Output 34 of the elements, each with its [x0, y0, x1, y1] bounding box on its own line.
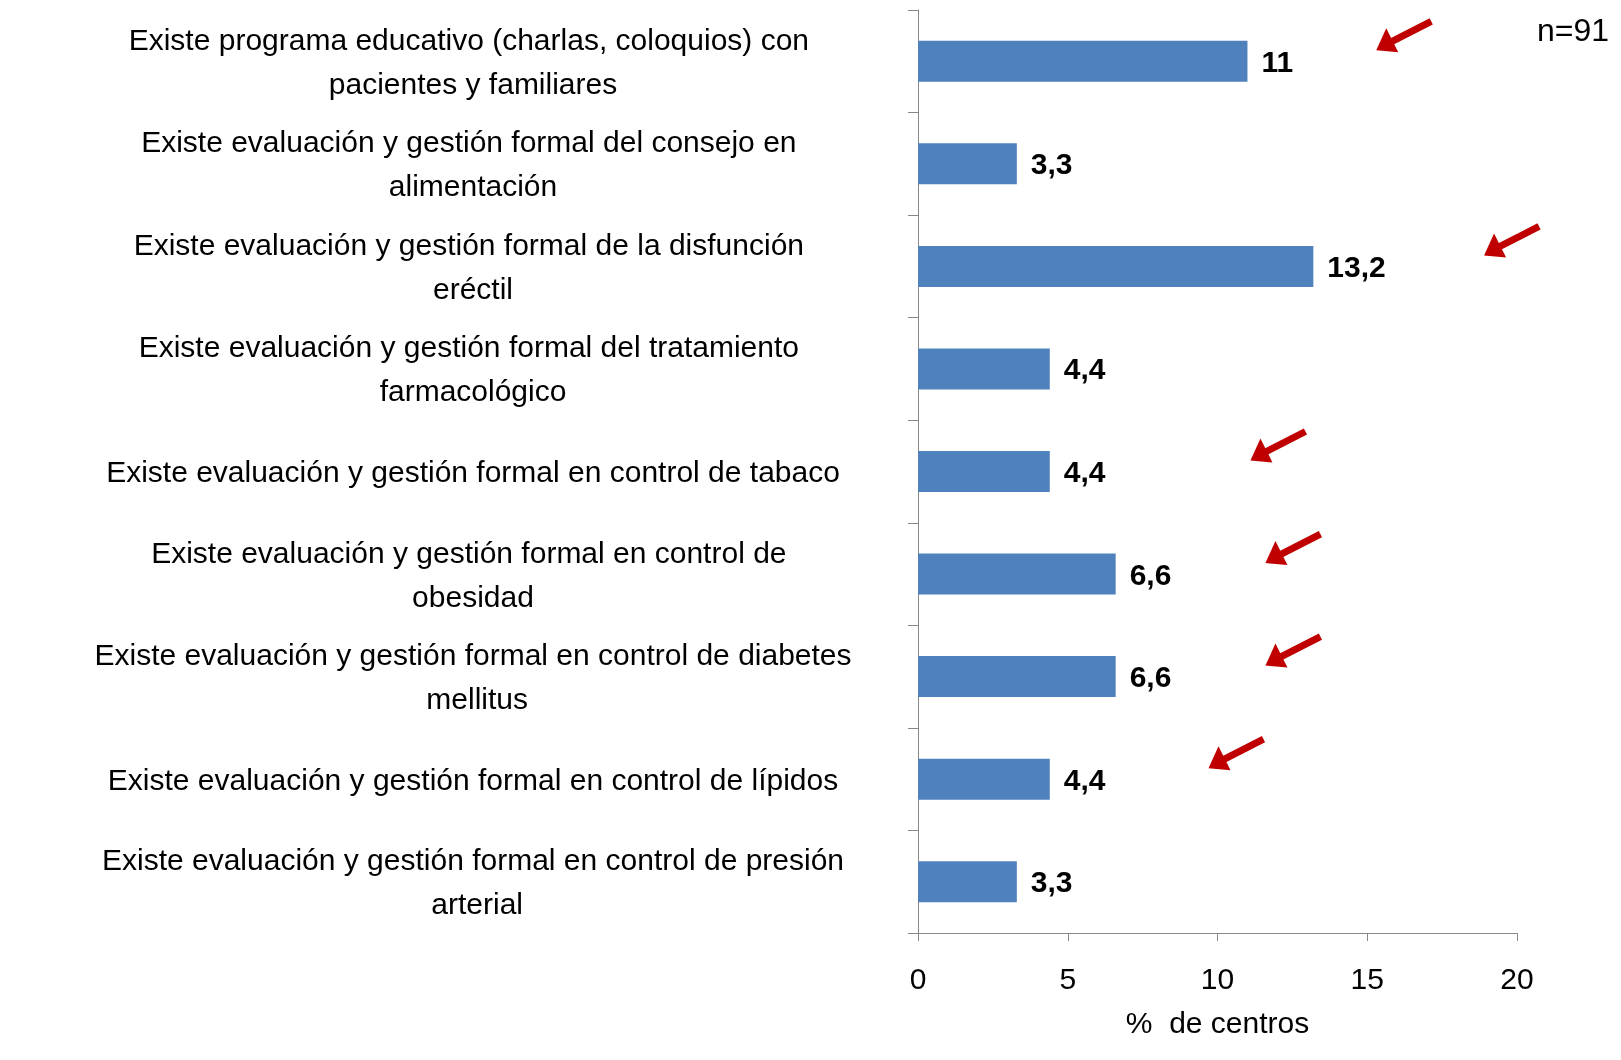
bar — [918, 758, 1050, 800]
bar — [918, 348, 1050, 390]
y-tick-label: Existe evaluación y gestión formal del consejo en alimentación — [141, 125, 805, 203]
bar — [918, 861, 1017, 903]
bar — [918, 40, 1248, 82]
y-tick-label: Existe evaluación y gestión formal en control de lípidos — [107, 762, 839, 796]
data-label: 4,4 — [1063, 352, 1106, 386]
data-label: 11 — [1261, 44, 1294, 78]
y-tick-label: Existe evaluación y gestión formal en control de obesidad — [151, 535, 795, 613]
y-tick-label: Existe evaluación y gestión formal en control de diabetes mellitus — [94, 638, 852, 716]
data-label: 3,3 — [1030, 147, 1073, 181]
text: n=91 — [1536, 12, 1609, 49]
x-tick-label: 15 — [1350, 961, 1384, 995]
bar — [918, 143, 1017, 185]
bar — [918, 553, 1116, 595]
y-tick-label: Existe evaluación y gestión formal en control de presión arterial — [101, 843, 845, 921]
bar — [918, 656, 1116, 698]
data-label: 4,4 — [1063, 455, 1106, 488]
y-tick-label: Existe evaluación y gestión formal del tratamiento farmacológico — [138, 330, 808, 408]
x-axis-title: % de centros — [1125, 1005, 1310, 1039]
x-tick-label: 0 — [909, 961, 927, 995]
data-label: 6,6 — [1129, 557, 1172, 591]
y-tick-label: Existe evaluación y gestión formal de la disfunción eréctil — [133, 227, 813, 305]
y-tick-label: Existe evaluación y gestión formal en control de tabaco — [106, 455, 840, 488]
data-label: 4,4 — [1063, 762, 1106, 796]
data-label: 3,3 — [1030, 865, 1073, 899]
data-label: 13,2 — [1327, 249, 1386, 283]
bar — [918, 245, 1314, 287]
data-label: 6,6 — [1129, 660, 1172, 694]
x-tick-label: 5 — [1059, 961, 1077, 995]
y-tick-label: Existe programa educativo (charlas, coloquios) con pacientes y familiares — [128, 22, 818, 100]
bar — [918, 450, 1050, 493]
x-tick-label: 10 — [1200, 961, 1235, 995]
x-tick-label: 20 — [1500, 961, 1534, 995]
